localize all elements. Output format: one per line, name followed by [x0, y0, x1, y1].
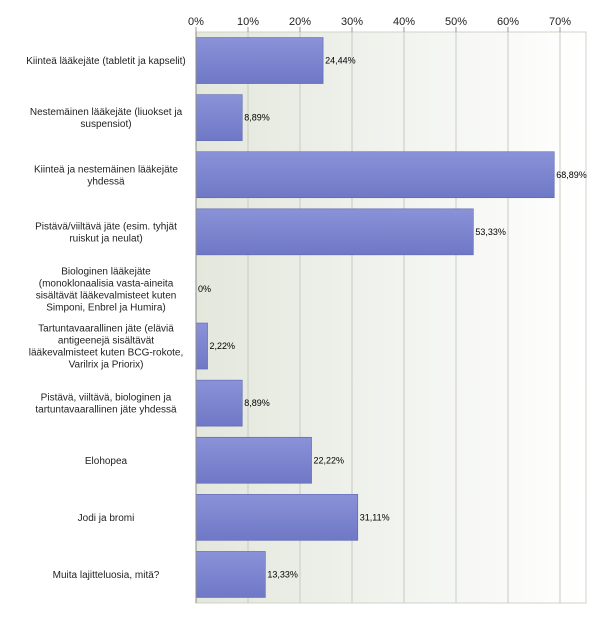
x-tick-label: 60%	[497, 16, 519, 28]
category-label-line: Elohopea	[85, 456, 128, 467]
category-label-line: Kiinteä lääkejäte (tabletit ja kapselit)	[26, 56, 186, 67]
category-label-line: Pistävä, viiltävä, biologinen ja	[41, 393, 172, 404]
category-label: Nestemäinen lääkejäte (liuokset ja suspen…	[30, 107, 183, 130]
category-label: Jodi ja bromi	[78, 513, 135, 524]
bar	[195, 436, 312, 484]
data-label: 31,11%	[360, 512, 390, 522]
bar	[195, 94, 243, 141]
data-label: 24,44%	[325, 56, 356, 66]
category-label-line: ruiskut ja neulat)	[69, 233, 142, 244]
data-label: 53,33%	[475, 227, 506, 237]
category-label-line: yhdessä	[87, 176, 125, 187]
data-labels: 24,44% 8,89% 68,89% 53,33% 0% 2,22% 8,89% 22,22…	[198, 56, 587, 580]
bar	[195, 208, 474, 256]
bar	[195, 379, 243, 427]
category-label-line: Kiinteä ja nestemäinen lääkejäte	[34, 164, 178, 175]
x-tick-label: 50%	[445, 16, 467, 28]
x-tick-label: 30%	[341, 16, 363, 28]
category-label-line: lääkevalmisteet kuten BCG-rokote,	[29, 348, 184, 359]
category-label: Muita lajitteluosia, mitä?	[53, 570, 160, 581]
x-tick-label: 10%	[237, 16, 259, 28]
category-label-line: Pistävä/viiltävä jäte (esim. tyhjät	[35, 221, 177, 232]
data-label: 68,89%	[556, 170, 587, 180]
category-label-line: Simponi, Enbrel ja Humira)	[46, 302, 166, 313]
category-label-line: Muita lajitteluosia, mitä?	[53, 570, 160, 581]
category-label-line: Nestemäinen lääkejäte (liuokset ja	[30, 107, 183, 118]
category-labels: Kiinteä lääkejäte (tabletit ja kapselit)…	[26, 56, 186, 581]
data-label: 22,22%	[314, 455, 345, 465]
x-axis-ticks: 0% 10% 20% 30% 40% 50% 60% 70%	[188, 16, 571, 32]
category-label-line: Tartuntavaarallinen jäte (eläviä	[38, 324, 174, 335]
category-label: Elohopea	[85, 456, 128, 467]
bar	[195, 551, 266, 598]
category-label-line: Varilrix ja Priorix)	[69, 360, 144, 371]
bar	[195, 151, 555, 199]
category-label: Kiinteä lääkejäte (tabletit ja kapselit)	[26, 56, 186, 67]
category-label: Pistävä, viiltävä, biologinen ja tartunta…	[35, 393, 177, 416]
x-tick-label: 70%	[549, 16, 571, 28]
bar	[195, 322, 208, 370]
category-label: Tartuntavaarallinen jäte (eläviä antigeen…	[29, 324, 184, 371]
category-label-line: Biologinen lääkejäte	[61, 266, 151, 277]
category-label-line: (monoklonaalisia vasta-aineita	[39, 278, 174, 289]
category-label: Biologinen lääkejäte (monoklonaalisia vas…	[36, 266, 177, 313]
bars	[195, 37, 555, 598]
category-label: Pistävä/viiltävä jäte (esim. tyhjät ruisk…	[35, 221, 177, 244]
x-tick-label: 20%	[289, 16, 311, 28]
x-tick-label: 40%	[393, 16, 415, 28]
x-tick-label: 0%	[188, 16, 204, 28]
category-label-line: suspensiot)	[80, 119, 131, 130]
data-label: 2,22%	[210, 341, 236, 351]
data-label: 0%	[198, 284, 211, 294]
category-label: Kiinteä ja nestemäinen lääkejäte yhdessä	[34, 164, 178, 187]
bar	[195, 37, 324, 84]
category-label-line: sisältävät lääkevalmisteet kuten	[36, 290, 177, 301]
data-label: 8,89%	[244, 398, 270, 408]
bar	[195, 494, 359, 541]
category-label-line: tartuntavaarallinen jäte yhdessä	[35, 405, 177, 416]
data-label: 8,89%	[244, 113, 270, 123]
category-label-line: Jodi ja bromi	[78, 513, 135, 524]
data-label: 13,33%	[267, 569, 298, 579]
category-label-line: antigeenejä sisältävät	[58, 336, 154, 347]
